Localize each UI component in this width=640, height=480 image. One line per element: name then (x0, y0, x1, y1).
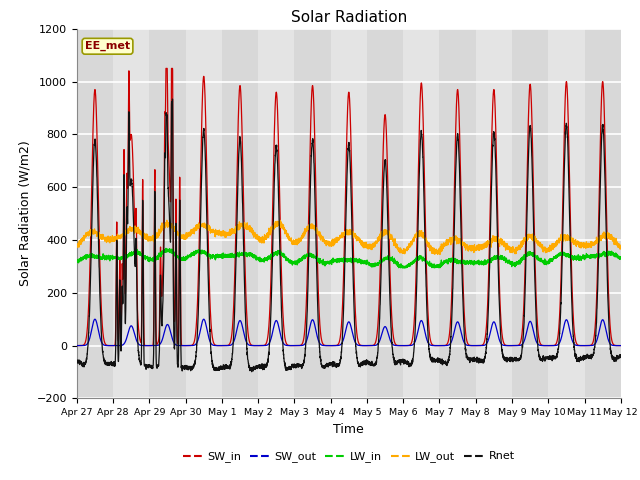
Bar (476, 29, 512, 398)
Bar (222, 29, 258, 398)
Bar (548, 29, 584, 398)
Bar (331, 29, 367, 398)
Bar (367, 29, 403, 398)
Y-axis label: Solar Radiation (W/m2): Solar Radiation (W/m2) (18, 141, 31, 287)
Bar (77, 29, 113, 398)
Bar (584, 29, 621, 398)
Bar (113, 29, 149, 398)
Text: EE_met: EE_met (85, 41, 130, 51)
Bar (440, 29, 476, 398)
Bar (258, 29, 294, 398)
X-axis label: Time: Time (333, 423, 364, 436)
Bar (512, 29, 548, 398)
Bar (149, 29, 186, 398)
Bar (294, 29, 331, 398)
Bar (403, 29, 440, 398)
Legend: SW_in, SW_out, LW_in, LW_out, Rnet: SW_in, SW_out, LW_in, LW_out, Rnet (179, 447, 519, 467)
Bar (186, 29, 222, 398)
Title: Solar Radiation: Solar Radiation (291, 10, 407, 25)
